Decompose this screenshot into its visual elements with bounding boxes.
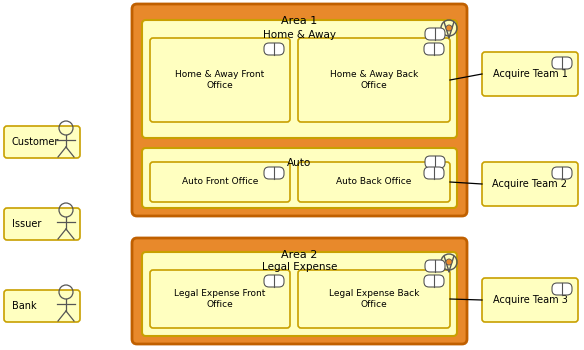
FancyBboxPatch shape <box>425 156 445 168</box>
FancyBboxPatch shape <box>424 167 444 179</box>
Text: Customer: Customer <box>12 137 60 147</box>
Text: Legal Expense Back
Office: Legal Expense Back Office <box>329 289 419 309</box>
Text: Home & Away Back
Office: Home & Away Back Office <box>330 70 418 90</box>
FancyBboxPatch shape <box>132 4 467 216</box>
FancyBboxPatch shape <box>482 278 578 322</box>
FancyBboxPatch shape <box>552 167 572 179</box>
FancyBboxPatch shape <box>482 162 578 206</box>
Circle shape <box>446 25 452 31</box>
FancyBboxPatch shape <box>150 38 290 122</box>
Text: Area 1: Area 1 <box>281 16 318 26</box>
Text: Acquire Team 2: Acquire Team 2 <box>492 179 568 189</box>
FancyBboxPatch shape <box>482 52 578 96</box>
Text: Issuer: Issuer <box>12 219 41 229</box>
FancyBboxPatch shape <box>424 43 444 55</box>
Text: Bank: Bank <box>12 301 37 311</box>
Text: Home & Away: Home & Away <box>263 30 336 40</box>
FancyBboxPatch shape <box>298 162 450 202</box>
Text: Auto: Auto <box>287 158 312 168</box>
Text: Auto Front Office: Auto Front Office <box>182 177 258 187</box>
FancyBboxPatch shape <box>425 28 445 40</box>
FancyBboxPatch shape <box>142 148 457 208</box>
FancyBboxPatch shape <box>4 208 80 240</box>
FancyBboxPatch shape <box>142 20 457 138</box>
FancyBboxPatch shape <box>425 260 445 272</box>
FancyBboxPatch shape <box>552 57 572 69</box>
Text: Acquire Team 1: Acquire Team 1 <box>492 69 568 79</box>
Text: Legal Expense Front
Office: Legal Expense Front Office <box>174 289 266 309</box>
FancyBboxPatch shape <box>150 270 290 328</box>
FancyBboxPatch shape <box>298 270 450 328</box>
Circle shape <box>446 259 452 265</box>
FancyBboxPatch shape <box>298 38 450 122</box>
Text: Auto Back Office: Auto Back Office <box>336 177 412 187</box>
FancyBboxPatch shape <box>150 162 290 202</box>
Text: Home & Away Front
Office: Home & Away Front Office <box>175 70 265 90</box>
FancyBboxPatch shape <box>4 290 80 322</box>
FancyBboxPatch shape <box>264 43 284 55</box>
FancyBboxPatch shape <box>424 275 444 287</box>
FancyBboxPatch shape <box>142 252 457 336</box>
FancyBboxPatch shape <box>4 126 80 158</box>
FancyBboxPatch shape <box>552 283 572 295</box>
FancyBboxPatch shape <box>132 238 467 344</box>
Text: Legal Expense: Legal Expense <box>262 262 337 272</box>
Text: Area 2: Area 2 <box>281 250 318 260</box>
FancyBboxPatch shape <box>264 275 284 287</box>
Text: Acquire Team 3: Acquire Team 3 <box>492 295 568 305</box>
FancyBboxPatch shape <box>264 167 284 179</box>
